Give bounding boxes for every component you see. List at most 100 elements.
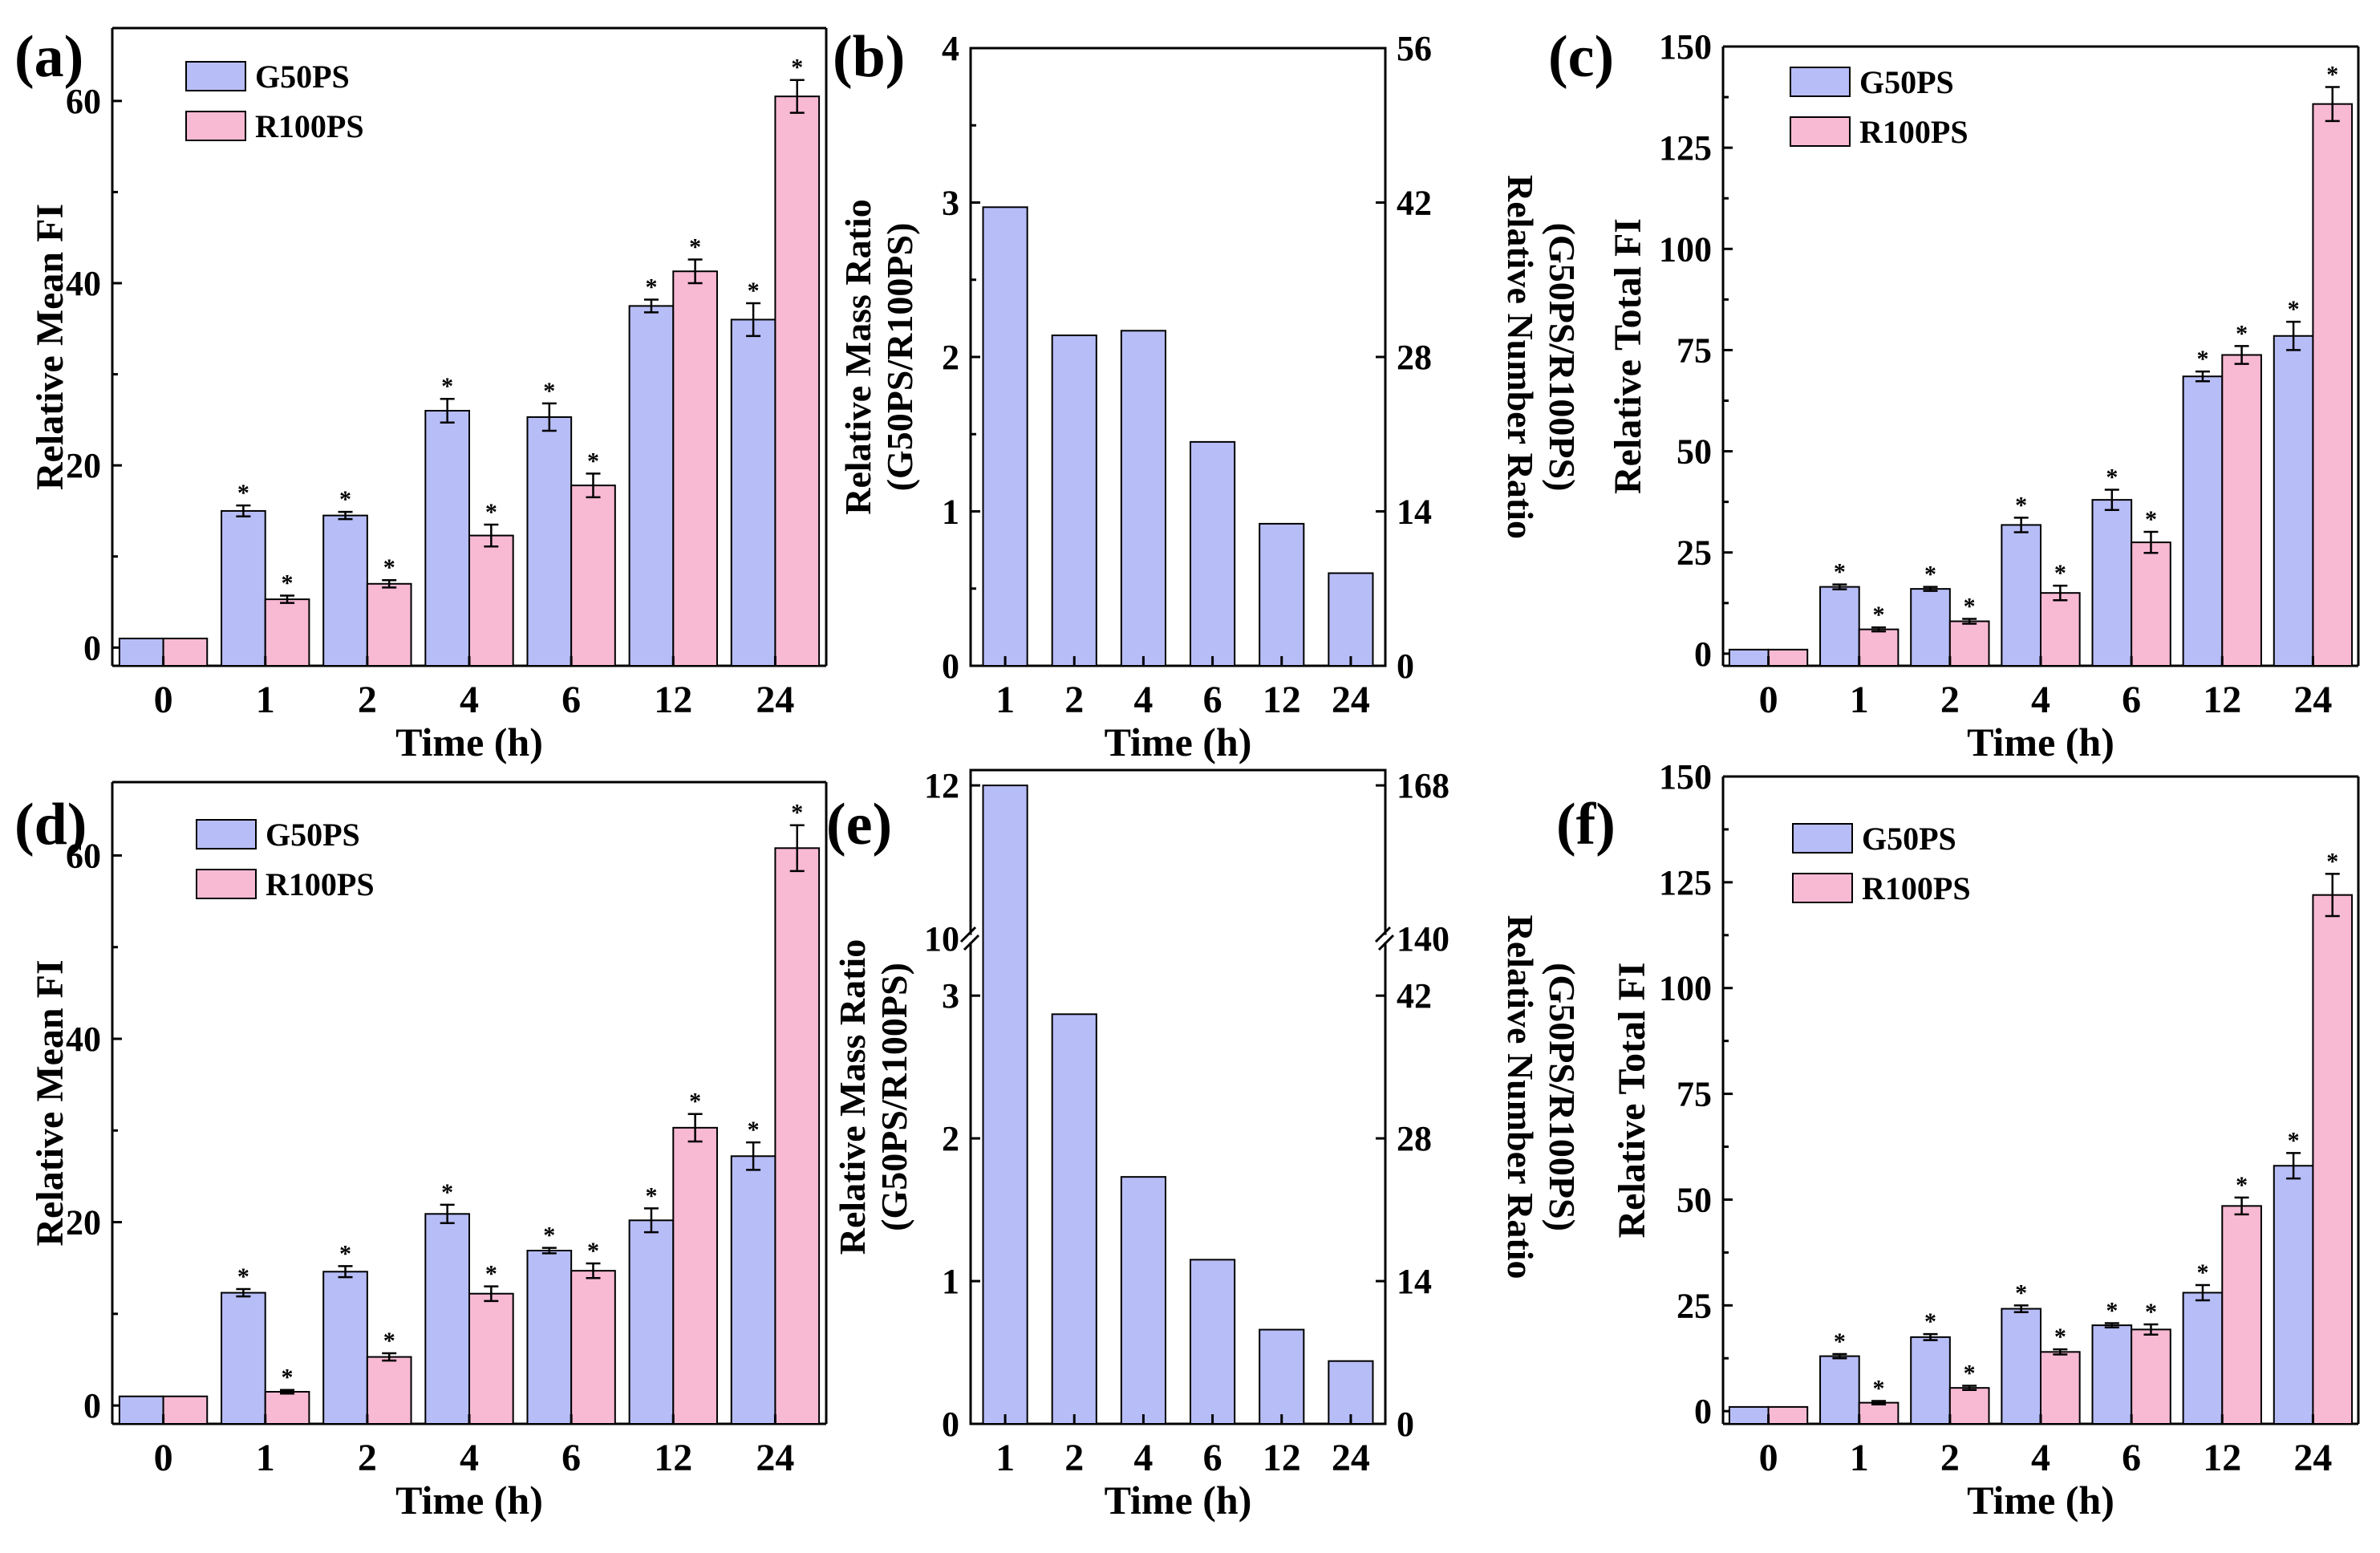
y-tick-label: 10 (924, 919, 959, 959)
significance-star: * (2288, 1127, 2300, 1154)
y-tick-label: 1 (942, 493, 959, 532)
legend: G50PS R100PS (185, 59, 364, 144)
significance-star: * (2196, 346, 2208, 372)
y-tick-label: 0 (942, 647, 959, 686)
y2-axis-label: Relative Number Ratio (1500, 175, 1541, 539)
bar-r100ps (468, 1292, 514, 1425)
panel-label: (a) (14, 24, 83, 90)
legend-swatch (185, 61, 246, 91)
panel-c: 0 25 50 75 100 125 150 0 * * 1 * * 2 * * 4 * * 6 * * 12 * * 24 Tim… (1548, 24, 2360, 764)
x-tick-label: 0 (154, 679, 173, 721)
y-axis-label: Relative Mean FI (29, 959, 71, 1246)
y-tick-label: 100 (1659, 229, 1712, 269)
significance-star: * (748, 1117, 760, 1143)
legend-swatch (185, 111, 246, 141)
bar-g50ps (526, 416, 573, 667)
significance-star: * (748, 278, 760, 304)
y-axis-label: Relative Total FI (1611, 963, 1653, 1239)
panel-a: 0 20 40 60 0 * * 1 * * 2 * * 4 * * 6 * * 12 * * 24 Time (h) Rela… (14, 24, 828, 764)
x-tick-label: 24 (1332, 679, 1370, 721)
bar-r100ps (264, 598, 310, 667)
y-tick-label: 75 (1677, 1075, 1712, 1114)
bar-g50ps (118, 637, 164, 667)
y-tick-label: 2 (942, 1119, 959, 1158)
bar-g50ps (424, 410, 470, 667)
significance-star: * (791, 55, 803, 81)
y2-axis-label: (G50PS/R100PS) (1542, 223, 1583, 492)
significance-star: * (2106, 464, 2118, 491)
x-tick-label: 1 (995, 1437, 1015, 1479)
y-tick-label: 0 (942, 1405, 959, 1444)
x-tick-label: 1 (995, 679, 1015, 721)
significance-star: * (2015, 492, 2027, 518)
axis-break-mark (1374, 926, 1392, 943)
x-tick-label: 12 (2203, 679, 2241, 721)
legend-swatch (1790, 67, 1851, 97)
bar-r100ps (366, 1356, 412, 1425)
bar-r100ps (264, 1391, 310, 1425)
y-axis-label: Relative Mass Ratio (837, 199, 878, 514)
x-tick-label: 1 (1850, 679, 1869, 721)
significance-star: * (339, 1240, 351, 1267)
panel-label: (f) (1556, 792, 1616, 858)
bar-g50ps (1728, 648, 1770, 667)
y-tick-label: 25 (1677, 1286, 1712, 1325)
x-tick-label: 2 (358, 679, 377, 721)
legend-swatch (1792, 823, 1853, 854)
significance-star: * (543, 1223, 555, 1249)
legend: G50PS R100PS (1790, 64, 1968, 150)
x-tick-label: 2 (1064, 679, 1084, 721)
bar-g50ps (1910, 588, 1951, 667)
bar-r100ps (570, 1270, 616, 1425)
y-tick-label: 40 (66, 1020, 101, 1059)
y-tick-label: 3 (942, 976, 959, 1016)
bar (1259, 1328, 1305, 1425)
bar-g50ps (2182, 1291, 2224, 1425)
bar-g50ps (526, 1250, 573, 1425)
bar-r100ps (1948, 620, 1990, 667)
y-tick-label: 50 (1677, 1180, 1712, 1219)
plot-frame (969, 47, 1387, 667)
significance-star: * (485, 499, 497, 525)
bar (1051, 335, 1097, 667)
x-tick-label: 6 (2122, 1437, 2141, 1479)
y2-tick-label: 168 (1397, 766, 1449, 805)
significance-star: * (689, 233, 701, 260)
bar-r100ps (774, 95, 821, 667)
bar-r100ps (2312, 103, 2354, 667)
axis-break-mark (1377, 934, 1395, 951)
y-tick-label: 60 (66, 836, 101, 875)
x-axis-label: Time (h) (1105, 720, 1252, 764)
significance-star: * (2106, 1297, 2118, 1324)
bar-r100ps (1767, 648, 1809, 667)
y-axis-label: (G50PS/R100PS) (874, 963, 914, 1231)
y-tick-label: 3 (942, 184, 959, 223)
significance-star: * (1924, 562, 1936, 588)
bar (982, 206, 1028, 667)
y2-tick-label: 0 (1397, 1405, 1414, 1444)
panel-d: 0 20 40 60 0 * * 1 * * 2 * * 4 * * 6 * * 12 * * 24 Time (h) Rela… (14, 781, 828, 1523)
significance-star: * (1964, 1360, 1976, 1387)
significance-star: * (282, 1364, 294, 1391)
significance-star: * (485, 1261, 497, 1287)
bar (1190, 440, 1236, 667)
panel-label: (e) (826, 792, 892, 858)
y-axis-label: Relative Mass Ratio (832, 939, 873, 1255)
significance-star: * (441, 1179, 453, 1206)
significance-star: * (2236, 1172, 2248, 1198)
significance-star: * (2054, 1324, 2066, 1350)
legend-label: G50PS (1859, 64, 1954, 100)
legend-swatch (196, 869, 257, 899)
bar (1120, 1176, 1166, 1425)
panel-f: 0 25 50 75 100 125 150 0 * * 1 * * 2 * * 4 * * 6 * * 12 * * 24 Tim… (1556, 757, 2360, 1523)
bar-r100ps (2221, 1205, 2262, 1425)
bar-g50ps (322, 514, 368, 667)
x-axis-label: Time (h) (395, 1478, 543, 1523)
bar-g50ps (730, 1155, 776, 1425)
y-tick-label: 2 (942, 338, 959, 377)
bar-g50ps (2273, 1165, 2314, 1425)
significance-star: * (2236, 320, 2248, 347)
bar-g50ps (221, 509, 266, 667)
bar-g50ps (730, 318, 776, 667)
bar-g50ps (2091, 1324, 2133, 1425)
